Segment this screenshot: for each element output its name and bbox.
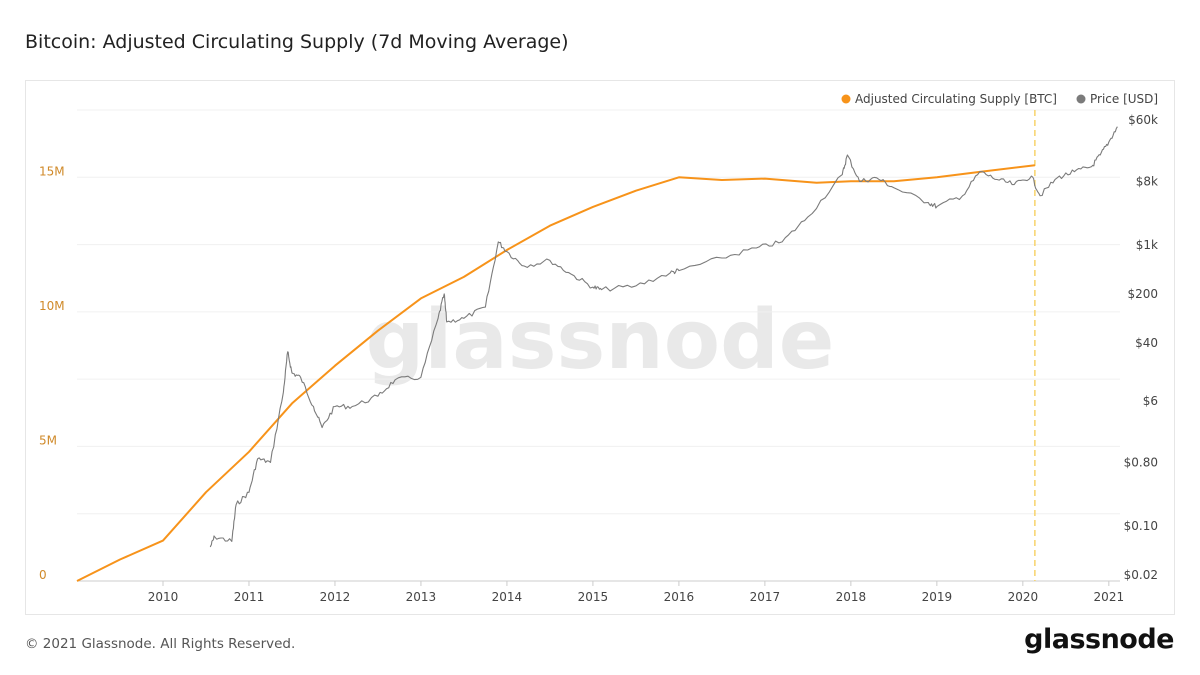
legend-label-price: Price [USD] [1090, 92, 1158, 106]
right-axis-tick: $8k [1136, 174, 1158, 188]
right-axis-tick: $200 [1127, 287, 1158, 301]
x-axis-tick: 2014 [492, 590, 523, 604]
x-axis-tick: 2020 [1008, 590, 1039, 604]
supply-line [76, 164, 1036, 582]
right-axis-tick: $0.10 [1124, 519, 1158, 533]
left-axis-tick: 15M [39, 164, 65, 178]
chart-panel [25, 80, 1175, 615]
glassnode-logo: glassnode [1024, 624, 1174, 655]
right-axis-tick: $0.02 [1124, 568, 1158, 582]
right-axis-tick: $6 [1143, 394, 1158, 408]
copyright: © 2021 Glassnode. All Rights Reserved. [25, 636, 296, 652]
legend-label-supply: Adjusted Circulating Supply [BTC] [855, 92, 1057, 106]
right-axis-tick: $1k [1136, 238, 1158, 252]
chart-title: Bitcoin: Adjusted Circulating Supply (7d… [25, 31, 569, 53]
x-axis-tick: 2016 [664, 590, 695, 604]
right-axis-tick: $40 [1135, 336, 1158, 350]
left-axis-tick: 0 [39, 568, 47, 582]
x-axis-tick: 2013 [406, 590, 437, 604]
left-axis-tick: 10M [39, 299, 65, 313]
x-axis-tick: 2015 [578, 590, 609, 604]
x-axis-tick: 2019 [922, 590, 953, 604]
x-axis-tick: 2021 [1094, 590, 1125, 604]
watermark: glassnode [366, 293, 835, 388]
legend-marker-supply [841, 94, 851, 104]
x-axis-tick: 2010 [148, 590, 179, 604]
left-axis-tick: 5M [39, 433, 57, 447]
legend-marker-price [1076, 94, 1086, 104]
x-axis-tick: 2012 [320, 590, 351, 604]
right-axis-tick: $60k [1128, 113, 1158, 127]
x-axis-tick: 2017 [750, 590, 781, 604]
x-axis-tick: 2011 [234, 590, 265, 604]
right-axis-tick: $0.80 [1124, 455, 1158, 469]
x-axis-tick: 2018 [836, 590, 867, 604]
price-line [209, 126, 1118, 548]
